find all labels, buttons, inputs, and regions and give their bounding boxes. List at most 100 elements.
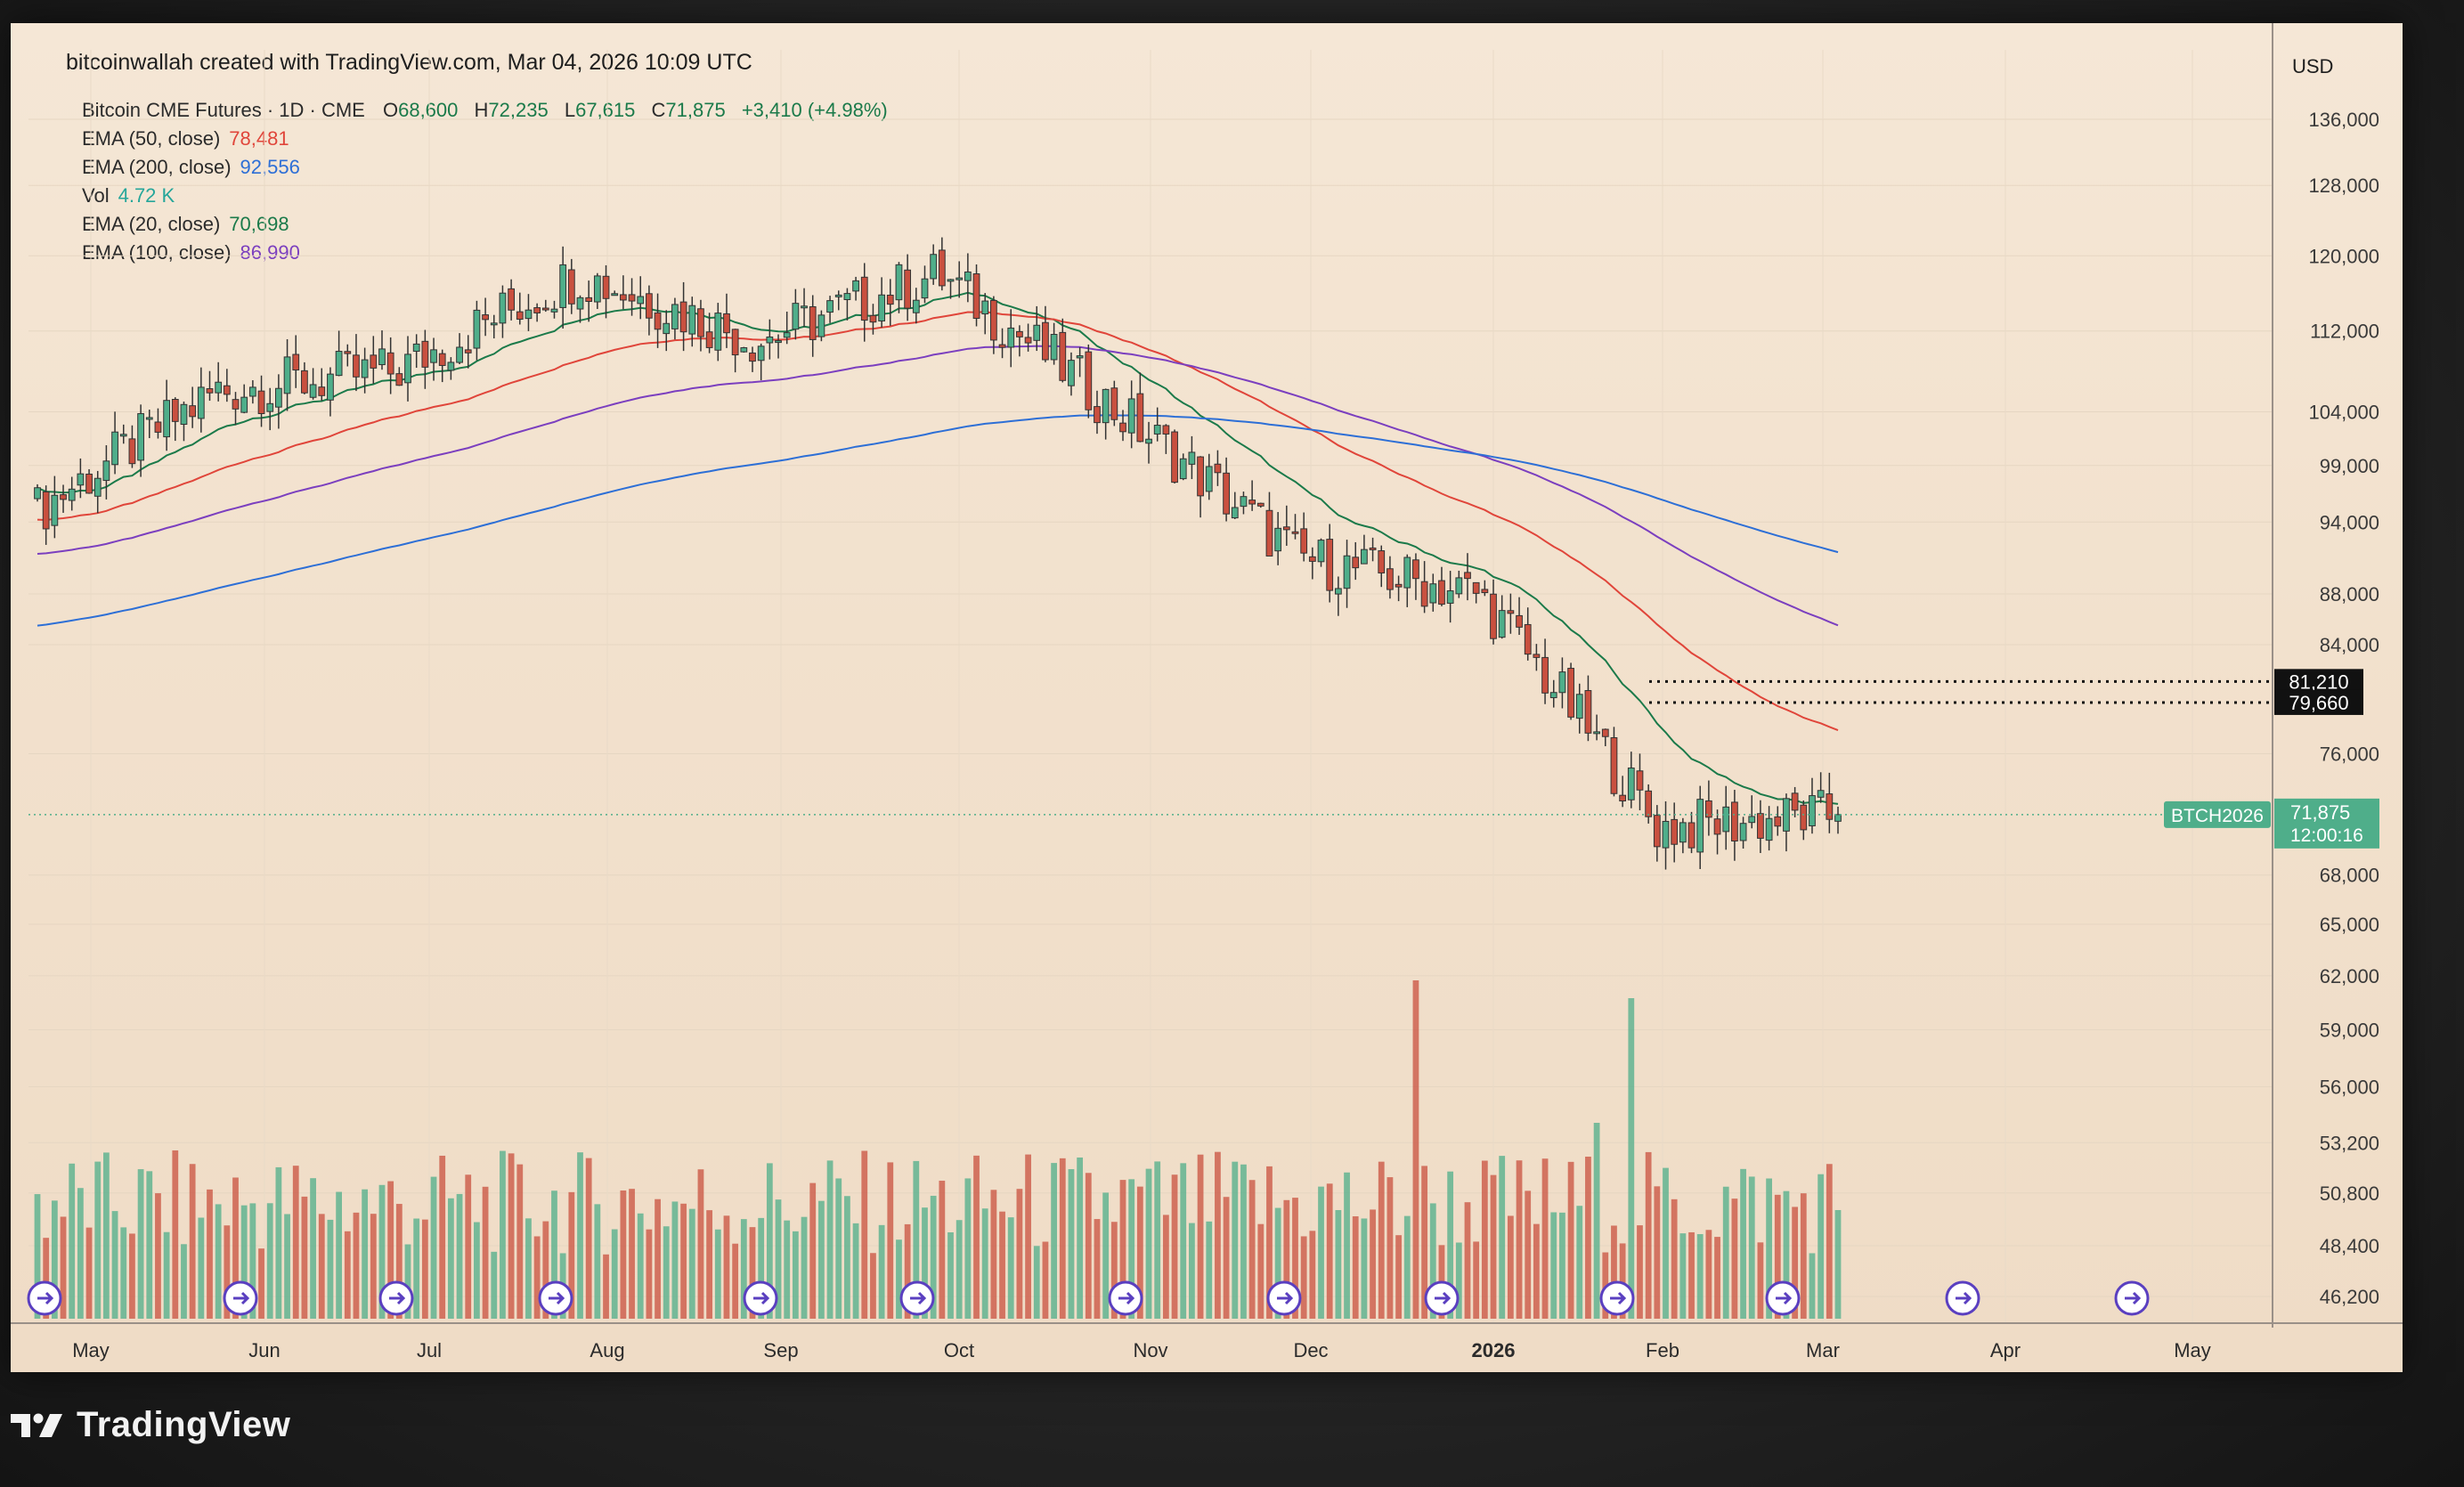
volume-bar	[94, 1161, 102, 1319]
volume-bar	[758, 1217, 765, 1319]
event-marker-icon[interactable]	[1765, 1280, 1801, 1316]
volume-bar	[1344, 1172, 1350, 1319]
candle-body	[301, 370, 308, 394]
symbol-row[interactable]: Bitcoin CME Futures · 1D · CME O68,600 H…	[82, 96, 888, 125]
price-tick-label: 84,000	[2320, 634, 2379, 656]
price-tick-label: 48,400	[2320, 1235, 2379, 1257]
ema200-line	[37, 414, 1839, 627]
legend-ema20[interactable]: EMA (20, close) 70,698	[82, 213, 289, 235]
volume-bar	[1696, 1233, 1704, 1319]
candle-body	[1068, 360, 1075, 386]
volume-bar	[663, 1226, 670, 1319]
volume-bar	[981, 1208, 988, 1319]
event-marker-icon[interactable]	[1599, 1280, 1635, 1316]
candle-body	[1240, 496, 1248, 508]
candle-body	[1024, 337, 1032, 344]
event-marker-icon[interactable]	[2114, 1280, 2150, 1316]
volume-bar	[1593, 1123, 1600, 1319]
attribution-text: bitcoinwallah created with TradingView.c…	[66, 50, 752, 75]
candle-body	[137, 413, 144, 461]
contract-label: BTCH2026	[2171, 806, 2264, 826]
candle-body	[1153, 425, 1161, 435]
legend-volume[interactable]: Vol 4.72 K	[82, 184, 175, 207]
event-marker-icon[interactable]	[1266, 1280, 1302, 1316]
volume-bar	[844, 1196, 850, 1319]
volume-bar	[77, 1188, 84, 1319]
time-tick-label: Nov	[1133, 1339, 1167, 1361]
legend-ema200[interactable]: EMA (200, close) 92,556	[82, 156, 300, 178]
event-marker-icon[interactable]	[899, 1280, 935, 1316]
time-tick-label: Sep	[763, 1339, 798, 1361]
event-marker-icon[interactable]	[223, 1280, 258, 1316]
volume-bar	[1748, 1176, 1755, 1319]
price-tick-label: 46,200	[2320, 1286, 2379, 1308]
volume-bar	[1154, 1161, 1161, 1319]
candle-body	[335, 351, 343, 377]
level-price-box	[2274, 689, 2363, 715]
volume-bar	[1722, 1186, 1729, 1319]
candle-body	[482, 314, 489, 321]
volume-bar	[1110, 1222, 1118, 1319]
ohlc-high: H72,235	[474, 99, 549, 121]
event-marker-icon[interactable]	[1424, 1280, 1460, 1316]
candle-body	[292, 353, 300, 371]
volume-bar	[1654, 1186, 1661, 1319]
volume-bar	[378, 1184, 386, 1319]
candle-body	[318, 386, 326, 396]
candle-body	[1645, 790, 1653, 817]
volume-bar	[430, 1176, 437, 1319]
price-tick-label: 104,000	[2308, 401, 2379, 423]
volume-bar	[852, 1223, 859, 1319]
candle-body	[1334, 588, 1342, 595]
candle-body	[1085, 351, 1093, 410]
candle-body	[34, 487, 41, 500]
candle-body	[421, 340, 429, 368]
event-marker-icon[interactable]	[538, 1280, 573, 1316]
event-marker-icon[interactable]	[1108, 1280, 1143, 1316]
volume-bar	[964, 1178, 972, 1319]
volume-bar	[896, 1239, 902, 1319]
volume-bar	[878, 1224, 885, 1319]
candle-body	[1387, 568, 1394, 590]
event-marker-icon[interactable]	[378, 1280, 414, 1316]
candle-body	[1042, 321, 1049, 361]
volume-bar	[1033, 1246, 1040, 1319]
candle-body	[1516, 614, 1523, 628]
volume-bar	[784, 1220, 791, 1319]
candle-body	[688, 305, 696, 335]
event-marker-arrow	[753, 1291, 770, 1305]
price-tick-label: 99,000	[2320, 455, 2379, 477]
volume-bar	[629, 1189, 635, 1319]
event-marker-arrow	[549, 1291, 565, 1305]
time-tick-label: Mar	[1806, 1339, 1840, 1361]
volume-bar	[1550, 1212, 1557, 1319]
time-tick-label: Apr	[1990, 1339, 2021, 1361]
candle-body	[989, 299, 997, 341]
event-marker-icon[interactable]	[743, 1280, 778, 1316]
legend-ema50[interactable]: EMA (50, close) 78,481	[82, 127, 289, 150]
candle-body	[386, 352, 394, 375]
candle-body	[197, 386, 205, 419]
volume-bar	[749, 1227, 756, 1319]
candle-body	[1783, 798, 1790, 832]
candle-body	[611, 293, 619, 297]
candle-body	[775, 340, 782, 344]
volume-bar	[189, 1164, 196, 1319]
candle-body	[1403, 557, 1411, 589]
volume-bar	[155, 1193, 161, 1319]
event-marker-icon[interactable]	[1945, 1280, 1980, 1316]
level-price-box	[2274, 669, 2363, 695]
price-tick-label: 88,000	[2320, 583, 2379, 605]
legend-ema100[interactable]: EMA (100, close) 86,990	[82, 241, 300, 264]
candle-body	[1687, 822, 1696, 849]
volume-bar	[775, 1199, 782, 1319]
volume-bar	[215, 1204, 222, 1319]
candle-body	[412, 343, 420, 352]
volume-bar	[1688, 1231, 1695, 1319]
volume-bar	[697, 1169, 704, 1319]
volume-bar	[172, 1150, 179, 1319]
volume-bar	[232, 1177, 239, 1319]
event-marker-icon[interactable]	[27, 1280, 62, 1316]
candle-body	[206, 388, 214, 394]
